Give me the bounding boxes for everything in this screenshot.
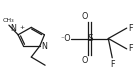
Text: N: N <box>41 42 47 51</box>
Text: S: S <box>87 34 93 43</box>
Text: F: F <box>110 60 115 69</box>
Text: O: O <box>82 12 88 21</box>
Text: +: + <box>19 25 24 30</box>
Text: F: F <box>128 24 132 33</box>
Text: F: F <box>128 44 132 53</box>
Text: O: O <box>82 56 88 65</box>
Text: CH₃: CH₃ <box>2 18 14 23</box>
Text: ⁻O: ⁻O <box>60 34 71 43</box>
Text: N: N <box>11 24 17 33</box>
